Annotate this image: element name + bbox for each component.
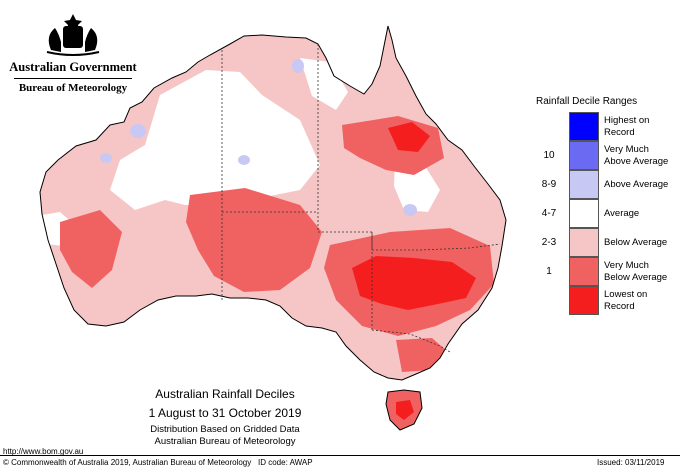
above-patch-pilbara — [100, 153, 112, 163]
legend-label: Above Average — [604, 179, 669, 190]
legend-item: 8-9 Above Average — [535, 170, 675, 200]
legend-swatch — [569, 199, 599, 228]
government-name: Australian Government — [9, 60, 137, 74]
legend-label: Lowest on Record — [604, 289, 648, 312]
above-patch-top-end — [292, 59, 304, 73]
coat-of-arms-icon — [46, 14, 100, 56]
above-patch-kimberley — [130, 124, 146, 138]
footer-copyright: © Commonwealth of Australia 2019, Austra… — [3, 458, 252, 467]
border-nsw-vic — [371, 329, 451, 353]
legend-item: 10 Very Much Above Average — [535, 141, 675, 171]
legend-item: Lowest on Record — [535, 286, 675, 316]
website-url[interactable]: http://www.bom.gov.au — [3, 447, 84, 456]
legend-swatch — [569, 112, 599, 141]
map-date-range: 1 August to 31 October 2019 — [148, 406, 302, 420]
legend-swatch — [569, 257, 599, 286]
legend-swatch — [569, 170, 599, 199]
mainland-coastline — [39, 25, 507, 381]
map-titles: Australian Rainfall Deciles 1 August to … — [120, 387, 330, 447]
above-patch-qld — [403, 204, 417, 216]
footer-issued: Issued: 03/11/2019 — [597, 458, 665, 467]
footer-id-code: ID code: AWAP — [258, 458, 313, 467]
legend-label: Below Average — [604, 237, 668, 248]
below-region-west — [60, 210, 122, 288]
legend-rank: 10 — [543, 150, 555, 161]
map-subtitle: Distribution Based on Gridded Data — [150, 424, 300, 435]
legend-label: Highest on Record — [604, 115, 650, 138]
footer: © Commonwealth of Australia 2019, Austra… — [0, 455, 680, 468]
government-logo: Australian Government Bureau of Meteorol… — [8, 10, 138, 94]
legend-label: Average — [604, 208, 640, 219]
above-patch-nt — [238, 155, 250, 165]
tasmania-lowest — [396, 400, 414, 420]
legend-title: Rainfall Decile Ranges — [536, 96, 638, 107]
bureau-name: Bureau of Meteorology — [18, 82, 128, 94]
legend-label: Very Much Above Average — [604, 144, 669, 167]
state-borders — [221, 44, 501, 353]
below-region-central — [186, 188, 322, 292]
average-region-gulf — [300, 58, 348, 110]
legend-swatch — [569, 286, 599, 315]
logo-divider — [14, 78, 132, 79]
legend-swatch — [569, 228, 599, 257]
legend-swatch — [569, 141, 599, 170]
legend-rank: 8-9 — [541, 179, 557, 190]
border-qld-nsw — [372, 243, 501, 251]
legend-item: 4-7 Average — [535, 199, 675, 229]
legend-item: Highest on Record — [535, 112, 675, 142]
map-source: Australian Bureau of Meteorology — [154, 436, 296, 447]
map-title: Australian Rainfall Deciles — [155, 387, 295, 401]
legend-rank: 2-3 — [541, 237, 557, 248]
average-region-central-north — [110, 70, 320, 210]
legend-item: 1 Very Much Below Average — [535, 257, 675, 287]
legend-rank: 1 — [546, 266, 552, 277]
legend-rank: 4-7 — [541, 208, 557, 219]
legend-item: 2-3 Below Average — [535, 228, 675, 258]
lowest-region-nsw — [352, 256, 476, 310]
legend-label: Very Much Below Average — [604, 260, 668, 283]
lowest-region-qld — [388, 122, 430, 152]
